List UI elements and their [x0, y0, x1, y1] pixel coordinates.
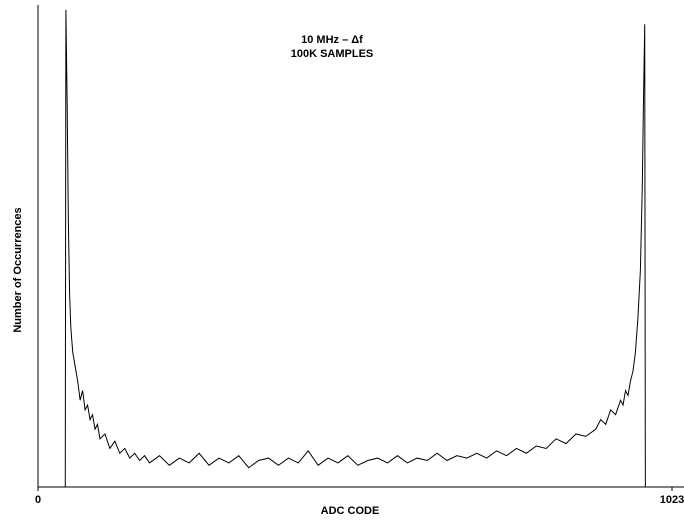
chart-title: 10 MHz – Δf [301, 34, 363, 46]
y-axis-label: Number of Occurrences [12, 207, 24, 332]
x-tick-label: 1023 [660, 494, 684, 506]
histogram-line [64, 9, 646, 488]
x-axis-label: ADC CODE [321, 505, 380, 517]
chart-subtitle: 100K SAMPLES [291, 48, 374, 60]
x-tick-label: 0 [35, 494, 41, 506]
